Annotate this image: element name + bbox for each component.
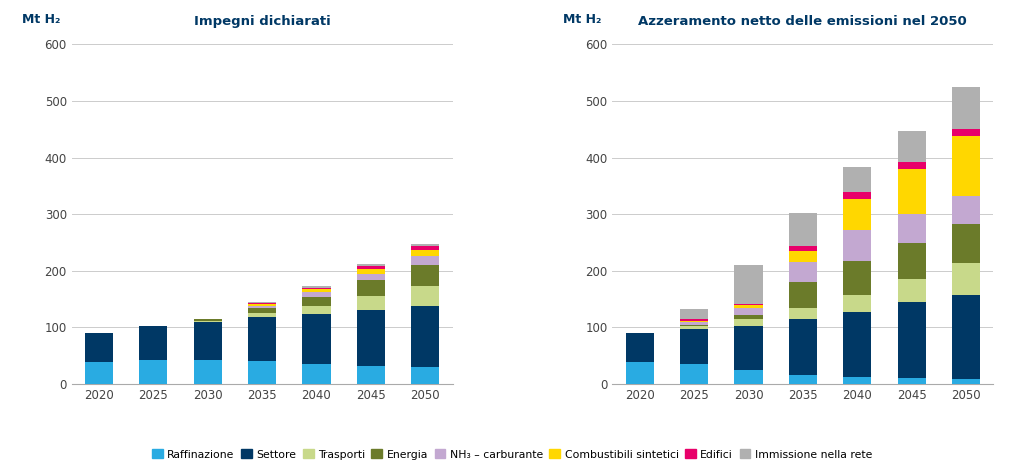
Text: Mt H₂: Mt H₂ [23, 13, 60, 26]
Bar [302, 314, 331, 364]
Bar [248, 306, 276, 308]
Bar [680, 322, 709, 325]
Bar [302, 292, 331, 297]
Bar [248, 302, 276, 303]
Bar [788, 319, 817, 375]
Bar [788, 246, 817, 251]
Bar [194, 360, 222, 384]
Bar [952, 379, 980, 384]
Bar [302, 288, 331, 290]
Bar [734, 308, 763, 315]
Bar [843, 312, 871, 377]
Bar [194, 322, 222, 360]
Legend: Raffinazione, Settore, Trasporti, Energia, NH₃ – carburante, Combustibili sintet: Raffinazione, Settore, Trasporti, Energi… [147, 445, 877, 464]
Bar [952, 294, 980, 379]
Bar [788, 282, 817, 308]
Bar [248, 304, 276, 306]
Bar [680, 326, 709, 329]
Bar [356, 281, 385, 296]
Bar [843, 199, 871, 230]
Bar [788, 251, 817, 262]
Bar [248, 361, 276, 384]
Title: Azzeramento netto delle emissioni nel 2050: Azzeramento netto delle emissioni nel 20… [639, 15, 968, 28]
Bar [897, 131, 926, 162]
Bar [356, 310, 385, 366]
Bar [952, 136, 980, 196]
Bar [734, 305, 763, 308]
Bar [734, 304, 763, 305]
Bar [843, 377, 871, 384]
Bar [734, 326, 763, 370]
Bar [248, 308, 276, 313]
Bar [843, 295, 871, 312]
Bar [897, 279, 926, 302]
Bar [680, 325, 709, 326]
Bar [139, 360, 168, 384]
Bar [356, 273, 385, 281]
Bar [952, 129, 980, 136]
Bar [302, 306, 331, 314]
Bar [85, 363, 113, 384]
Bar [897, 214, 926, 243]
Bar [85, 333, 113, 363]
Bar [302, 286, 331, 288]
Bar [194, 320, 222, 322]
Bar [843, 167, 871, 192]
Bar [356, 266, 385, 269]
Bar [734, 265, 763, 304]
Bar [897, 243, 926, 279]
Title: Impegni dichiarati: Impegni dichiarati [194, 15, 331, 28]
Bar [412, 306, 439, 367]
Bar [680, 364, 709, 384]
Bar [302, 297, 331, 306]
Bar [897, 378, 926, 384]
Bar [356, 296, 385, 310]
Bar [734, 319, 763, 326]
Bar [248, 303, 276, 304]
Bar [843, 230, 871, 261]
Bar [412, 286, 439, 306]
Bar [680, 319, 709, 320]
Bar [680, 329, 709, 364]
Bar [412, 256, 439, 264]
Bar [897, 302, 926, 378]
Bar [302, 364, 331, 384]
Bar [952, 196, 980, 224]
Bar [734, 315, 763, 319]
Bar [788, 212, 817, 246]
Bar [412, 264, 439, 286]
Bar [788, 375, 817, 384]
Bar [843, 192, 871, 199]
Bar [952, 264, 980, 294]
Bar [680, 309, 709, 319]
Text: Mt H₂: Mt H₂ [563, 13, 601, 26]
Bar [788, 262, 817, 282]
Bar [356, 366, 385, 384]
Bar [897, 162, 926, 169]
Bar [680, 320, 709, 322]
Bar [843, 261, 871, 295]
Bar [356, 264, 385, 266]
Bar [194, 319, 222, 320]
Bar [952, 87, 980, 129]
Bar [356, 269, 385, 273]
Bar [412, 250, 439, 256]
Bar [897, 169, 926, 214]
Bar [412, 244, 439, 246]
Bar [248, 313, 276, 317]
Bar [788, 308, 817, 319]
Bar [412, 367, 439, 384]
Bar [302, 290, 331, 292]
Bar [626, 363, 653, 384]
Bar [952, 224, 980, 264]
Bar [734, 370, 763, 384]
Bar [626, 333, 653, 363]
Bar [248, 317, 276, 361]
Bar [139, 326, 168, 360]
Bar [412, 246, 439, 250]
